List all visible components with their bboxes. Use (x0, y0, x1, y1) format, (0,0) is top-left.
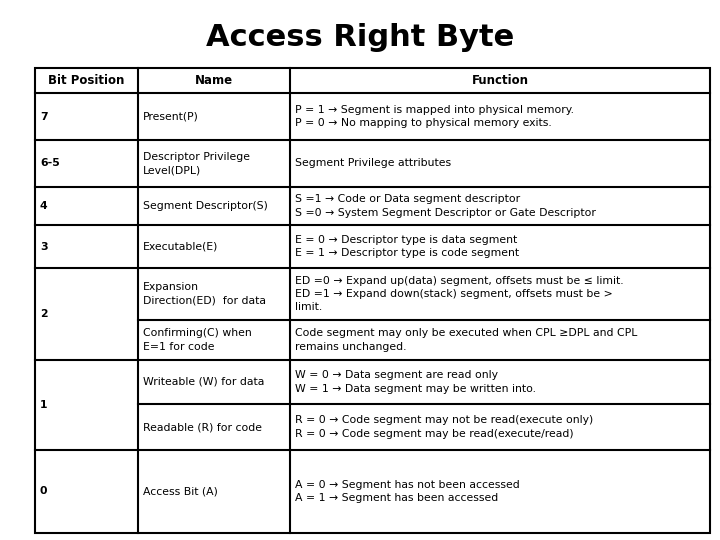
Text: 3: 3 (40, 241, 48, 252)
Text: Segment Privilege attributes: Segment Privilege attributes (295, 159, 451, 168)
Text: Expansion
Direction(ED)  for data: Expansion Direction(ED) for data (143, 282, 266, 306)
Text: Name: Name (195, 74, 233, 87)
Text: W = 0 → Data segment are read only
W = 1 → Data segment may be written into.: W = 0 → Data segment are read only W = 1… (295, 370, 536, 394)
Text: Descriptor Privilege
Level(DPL): Descriptor Privilege Level(DPL) (143, 152, 250, 175)
Text: Access Bit (A): Access Bit (A) (143, 487, 218, 496)
Text: R = 0 → Code segment may not be read(execute only)
R = 0 → Code segment may be r: R = 0 → Code segment may not be read(exe… (295, 415, 593, 438)
Text: Executable(E): Executable(E) (143, 241, 218, 252)
Text: Confirming(C) when
E=1 for code: Confirming(C) when E=1 for code (143, 328, 252, 352)
Bar (35, 68, 710, 533)
Text: A = 0 → Segment has not been accessed
A = 1 → Segment has been accessed: A = 0 → Segment has not been accessed A … (295, 480, 520, 503)
Text: Bit Position: Bit Position (48, 74, 125, 87)
Text: Access Right Byte: Access Right Byte (206, 24, 514, 52)
Text: E = 0 → Descriptor type is data segment
E = 1 → Descriptor type is code segment: E = 0 → Descriptor type is data segment … (295, 235, 519, 258)
Text: P = 1 → Segment is mapped into physical memory.
P = 0 → No mapping to physical m: P = 1 → Segment is mapped into physical … (295, 105, 574, 128)
Text: Readable (R) for code: Readable (R) for code (143, 422, 262, 432)
Text: ED =0 → Expand up(data) segment, offsets must be ≤ limit.
ED =1 → Expand down(st: ED =0 → Expand up(data) segment, offsets… (295, 276, 624, 312)
Text: Writeable (W) for data: Writeable (W) for data (143, 377, 264, 387)
Text: 4: 4 (40, 201, 48, 211)
Text: 2: 2 (40, 309, 48, 319)
Text: 1: 1 (40, 400, 48, 410)
Text: Present(P): Present(P) (143, 111, 199, 122)
Text: Code segment may only be executed when CPL ≥DPL and CPL
remains unchanged.: Code segment may only be executed when C… (295, 328, 637, 352)
Text: 6-5: 6-5 (40, 159, 60, 168)
Text: 7: 7 (40, 111, 48, 122)
Text: Function: Function (472, 74, 528, 87)
Text: S =1 → Code or Data segment descriptor
S =0 → System Segment Descriptor or Gate : S =1 → Code or Data segment descriptor S… (295, 194, 596, 218)
Text: Segment Descriptor(S): Segment Descriptor(S) (143, 201, 268, 211)
Text: 0: 0 (40, 487, 48, 496)
